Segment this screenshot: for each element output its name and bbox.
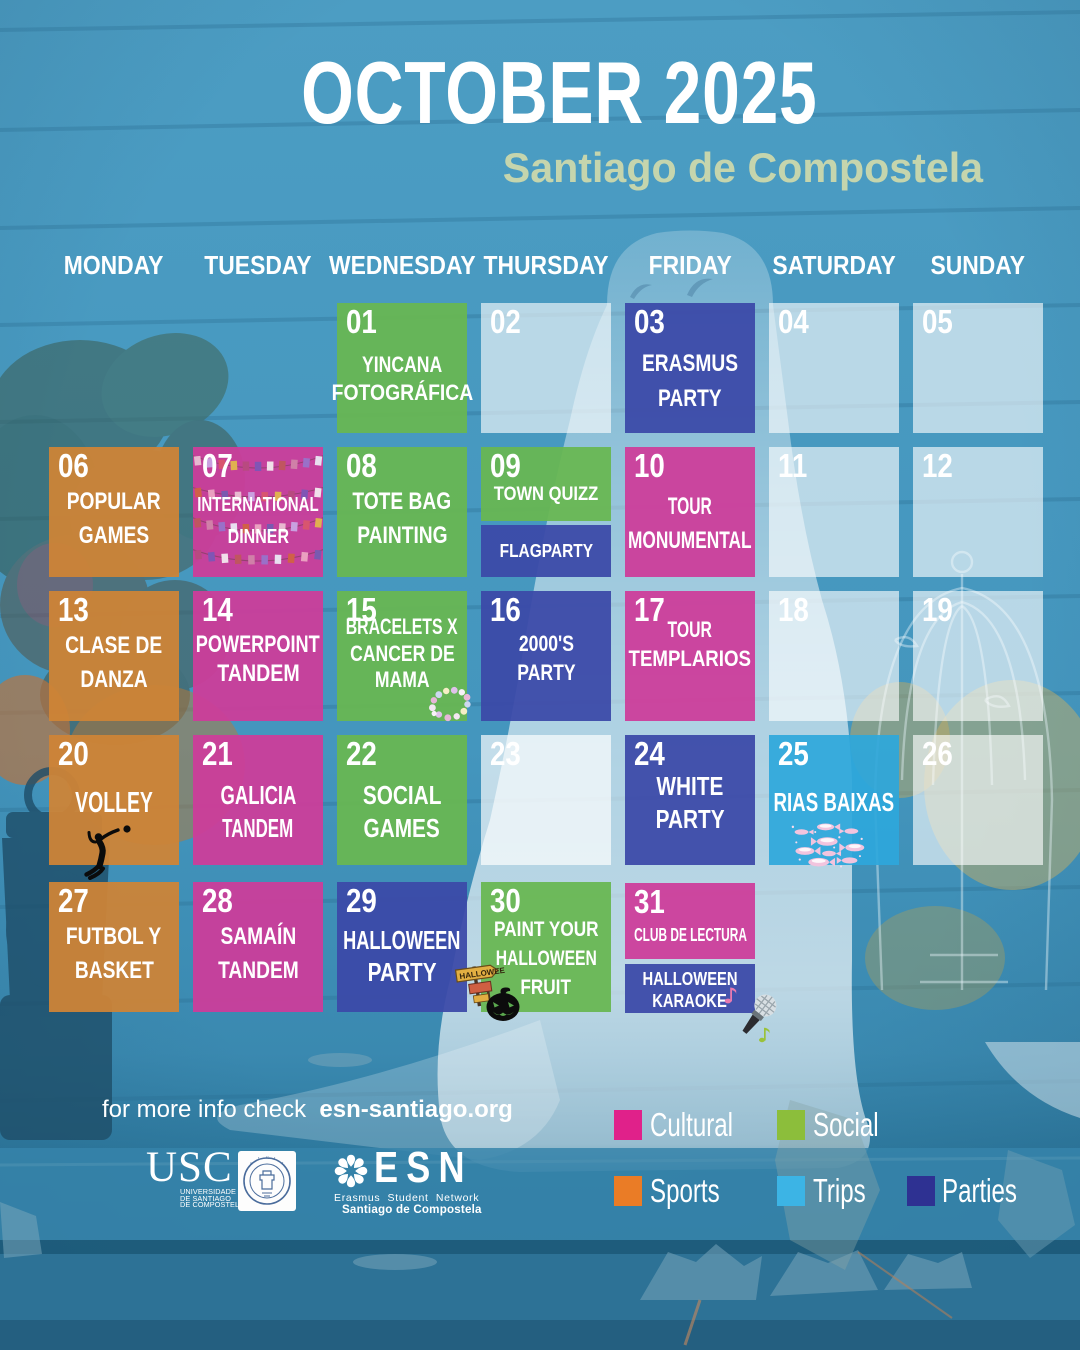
svg-text:G: G <box>266 1155 270 1160</box>
svg-text:I: I <box>274 1156 276 1161</box>
svg-text:I: I <box>258 1156 260 1161</box>
svg-text:S: S <box>250 1161 253 1166</box>
svg-text:L: L <box>282 1161 285 1166</box>
